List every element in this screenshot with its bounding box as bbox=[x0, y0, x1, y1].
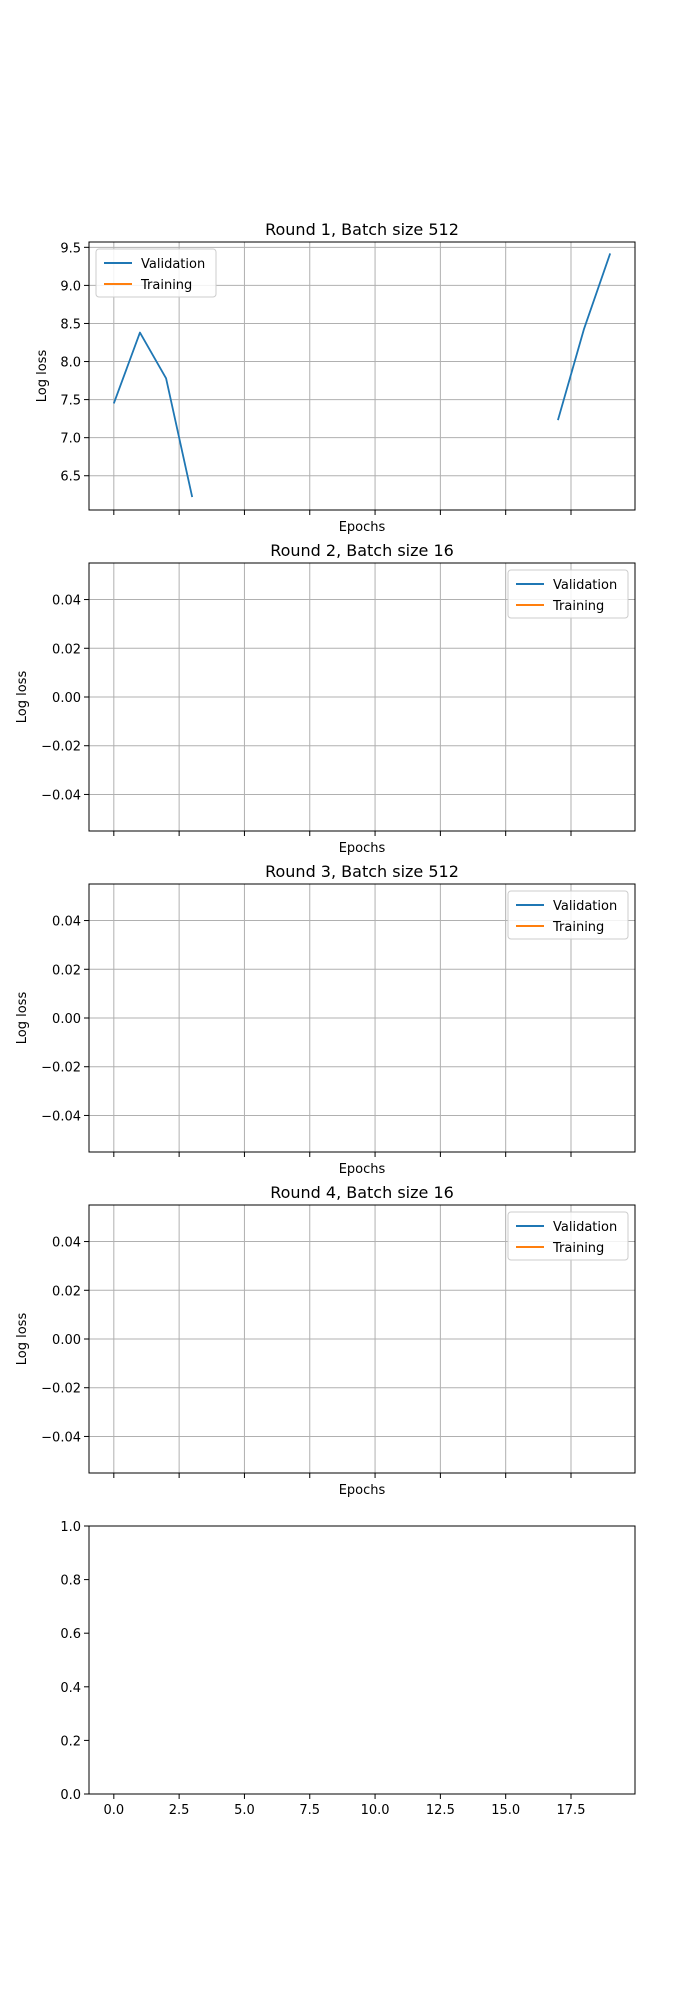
y-tick-label: 0.04 bbox=[52, 594, 81, 609]
y-tick-label: 0.00 bbox=[52, 1333, 81, 1348]
y-tick-label: −0.02 bbox=[41, 740, 81, 755]
legend: Validation Training bbox=[507, 1211, 629, 1261]
x-tick-label: 7.5 bbox=[299, 1803, 320, 1818]
y-tick-label: 1.0 bbox=[60, 1520, 81, 1535]
x-axis-label: Epochs bbox=[339, 1162, 386, 1177]
plot-frame bbox=[88, 241, 636, 511]
legend-label-training: Training bbox=[552, 599, 604, 614]
y-tick-label: 0.00 bbox=[52, 1012, 81, 1027]
y-tick-label: −0.02 bbox=[41, 1382, 81, 1397]
y-tick-label: −0.02 bbox=[41, 1061, 81, 1076]
y-tick-label: 8.0 bbox=[60, 356, 81, 371]
x-tick-label: 2.5 bbox=[169, 1803, 190, 1818]
y-tick-label: 6.5 bbox=[60, 470, 81, 485]
y-tick-label: 0.02 bbox=[52, 1284, 81, 1299]
y-tick-label: 0.6 bbox=[60, 1627, 81, 1642]
chart-title: Round 3, Batch size 512 bbox=[265, 862, 459, 881]
x-axis-label: Epochs bbox=[339, 520, 386, 535]
x-tick-label: 12.5 bbox=[426, 1803, 455, 1818]
y-tick-label: 7.0 bbox=[60, 432, 81, 447]
x-tick-label: 0.0 bbox=[103, 1803, 124, 1818]
y-tick-label: −0.04 bbox=[41, 788, 81, 803]
y-axis-label: Log loss bbox=[15, 1313, 30, 1366]
x-tick-label: 5.0 bbox=[234, 1803, 255, 1818]
y-tick-label: 0.0 bbox=[60, 1788, 81, 1803]
plot-frame bbox=[88, 1525, 636, 1795]
y-tick-label: 0.02 bbox=[52, 642, 81, 657]
chart-panel-1: 6.5 7.0 7.5 8.0 8.5 9.0 9.5 Round 1, Batch size… bbox=[35, 220, 636, 535]
legend-label-validation: Validation bbox=[553, 578, 617, 593]
y-tick-label: 0.4 bbox=[60, 1681, 81, 1696]
legend: Validation Training bbox=[507, 890, 629, 940]
x-tick-label: 10.0 bbox=[361, 1803, 390, 1818]
x-axis-label: Epochs bbox=[339, 841, 386, 856]
x-tick-label: 15.0 bbox=[491, 1803, 520, 1818]
y-tick-label: −0.04 bbox=[41, 1109, 81, 1124]
y-tick-label: 0.02 bbox=[52, 963, 81, 978]
y-tick-label: 0.04 bbox=[52, 1236, 81, 1251]
legend-label-training: Training bbox=[552, 920, 604, 935]
x-axis-label: Epochs bbox=[339, 1483, 386, 1498]
chart-title: Round 4, Batch size 16 bbox=[270, 1183, 454, 1202]
y-tick-label: 9.0 bbox=[60, 279, 81, 294]
y-axis-label: Log loss bbox=[35, 350, 50, 403]
chart-title: Round 1, Batch size 512 bbox=[265, 220, 459, 239]
y-axis-label: Log loss bbox=[15, 671, 30, 724]
legend-label-validation: Validation bbox=[553, 1220, 617, 1235]
legend-label-training: Training bbox=[552, 1241, 604, 1256]
chart-panel-3: −0.04 −0.02 0.00 0.02 0.04 Round 3, Batch siz… bbox=[15, 862, 636, 1177]
y-tick-label: 0.2 bbox=[60, 1734, 81, 1749]
y-tick-label: 7.5 bbox=[60, 394, 81, 409]
y-tick-label: 0.04 bbox=[52, 915, 81, 930]
chart-title: Round 2, Batch size 16 bbox=[270, 541, 454, 560]
chart-panel-5: 0.0 2.5 5.0 7.5 10.0 12.5 15.0 17.5 0.0 0.2 0.4 0.6… bbox=[60, 1520, 636, 1818]
legend: Validation Training bbox=[507, 569, 629, 619]
chart-panel-4: −0.04 −0.02 0.00 0.02 0.04 Round 4, Batch siz… bbox=[15, 1183, 636, 1498]
legend-label-validation: Validation bbox=[141, 257, 205, 272]
y-axis-label: Log loss bbox=[15, 992, 30, 1045]
series-line-validation bbox=[557, 253, 612, 421]
y-tick-label: 0.8 bbox=[60, 1574, 81, 1589]
y-tick-label: 0.00 bbox=[52, 691, 81, 706]
legend-label-training: Training bbox=[140, 278, 192, 293]
legend-label-validation: Validation bbox=[553, 899, 617, 914]
y-tick-label: 9.5 bbox=[60, 241, 81, 256]
y-tick-label: −0.04 bbox=[41, 1430, 81, 1445]
y-tick-label: 8.5 bbox=[60, 317, 81, 332]
x-tick-label: 17.5 bbox=[557, 1803, 586, 1818]
legend: Validation Training bbox=[95, 248, 217, 298]
chart-panel-2: −0.04 −0.02 0.00 0.02 0.04 Round 2, Batch siz… bbox=[15, 541, 636, 856]
series-line-validation bbox=[112, 331, 194, 498]
